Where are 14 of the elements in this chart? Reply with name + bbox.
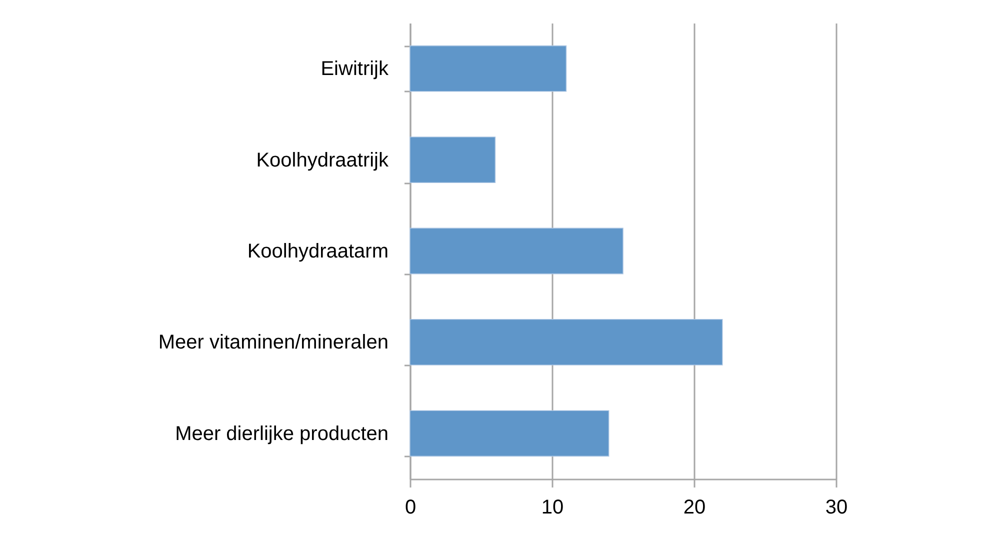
bar <box>410 228 624 274</box>
bar <box>410 136 496 183</box>
y-tick-label: Eiwitrijk <box>320 58 390 80</box>
bar <box>410 45 567 92</box>
y-tick-label: Meer dierlijke producten <box>175 422 388 445</box>
x-tick-label: 10 <box>541 496 564 518</box>
x-tick-label: 30 <box>825 496 848 518</box>
x-tick-label: 20 <box>683 496 706 518</box>
bar <box>410 410 610 457</box>
y-tick-label: Koolhydraatrijk <box>256 149 390 172</box>
y-tick-label: Meer vitaminen/mineralen <box>158 332 388 354</box>
y-tick-label: Koolhydraatarm <box>247 240 388 262</box>
bar <box>410 319 723 366</box>
x-tick-label: 0 <box>404 496 416 518</box>
